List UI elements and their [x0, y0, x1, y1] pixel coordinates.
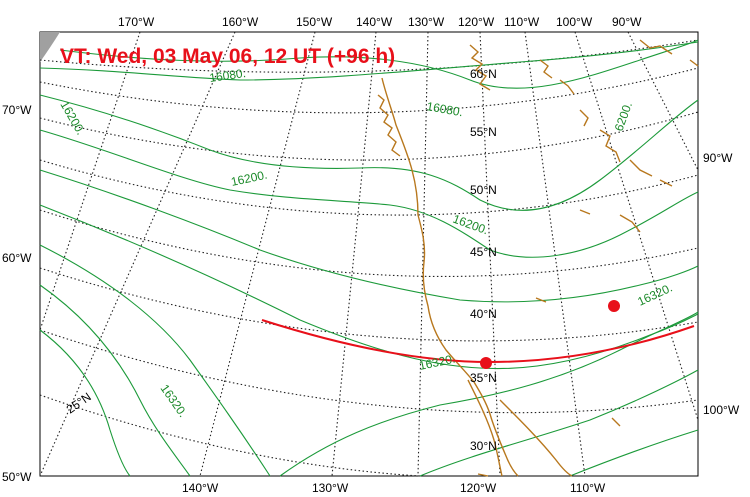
left-longitude-labels: 70°W 60°W 50°W	[2, 103, 32, 484]
track-point-1	[480, 357, 492, 369]
lon-label-left: 50°W	[2, 470, 32, 484]
contour-line	[39, 244, 271, 477]
contour-line	[39, 329, 131, 477]
lon-label-top: 110°W	[504, 15, 540, 29]
lon-line-90w	[627, 31, 699, 171]
lon-label-top: 160°W	[222, 15, 259, 29]
contour-line	[39, 284, 191, 477]
right-longitude-labels: 90°W 100°W	[703, 151, 740, 417]
lon-label-bottom: 140°W	[182, 481, 219, 495]
contour-line	[39, 129, 699, 258]
lon-line-150w	[199, 31, 316, 477]
lon-label-left: 70°W	[2, 103, 32, 117]
contour-line	[39, 94, 699, 211]
contour-line	[59, 39, 699, 89]
lon-label-top: 150°W	[296, 15, 333, 29]
lon-label-top: 120°W	[458, 15, 495, 29]
land-corner-patch	[40, 32, 60, 62]
coastline-east-lakes	[579, 209, 641, 233]
lat-line-25n	[39, 394, 421, 477]
lon-line-110w	[524, 31, 586, 477]
coastlines	[377, 39, 699, 477]
map-title: VT: Wed, 03 May 06, 12 UT (+96 h)	[60, 45, 395, 68]
lon-label-top: 100°W	[556, 15, 593, 29]
lat-label-55n: 55°N	[470, 125, 497, 139]
lon-line-160w	[39, 31, 236, 477]
lon-label-top: 170°W	[118, 15, 155, 29]
lon-label-right: 100°W	[703, 403, 740, 417]
lat-line-55n	[39, 67, 699, 114]
coastline-alaska-panhandle	[469, 44, 491, 91]
lon-label-top: 140°W	[356, 15, 393, 29]
height-contours	[39, 39, 699, 477]
contour-line	[279, 311, 699, 477]
lat-label-60n: 60°N	[470, 67, 497, 81]
coastline-baja	[467, 379, 503, 477]
lon-label-left: 60°W	[2, 251, 32, 265]
lon-label-bottom: 130°W	[312, 481, 349, 495]
lon-label-right: 90°W	[703, 151, 733, 165]
contour-label: 16080.	[425, 99, 464, 119]
lat-label-35n: 35°N	[470, 371, 497, 385]
lon-label-bottom: 120°W	[460, 481, 497, 495]
lon-label-top: 130°W	[408, 15, 445, 29]
coastline-great-lakes	[599, 129, 673, 187]
lat-label-30n: 30°N	[470, 439, 497, 453]
coastline-hudson	[639, 39, 699, 67]
coastline-north-lakes	[539, 59, 589, 127]
coastline-west-coast	[381, 77, 519, 477]
contour-line	[39, 169, 699, 303]
lat-label-40n: 40°N	[470, 307, 497, 321]
contour-line	[569, 429, 699, 477]
coastline-lake-bits	[477, 297, 621, 477]
longitude-lines	[39, 31, 699, 477]
lon-label-bottom: 110°W	[570, 481, 606, 495]
lat-label-50n: 50°N	[470, 183, 497, 197]
coastline-bc-islands	[377, 94, 401, 157]
contour-label: 16080.	[208, 66, 246, 85]
track-point-2	[608, 300, 620, 312]
top-longitude-labels: 170°W 160°W 150°W 140°W 130°W 120°W 110°…	[118, 15, 642, 29]
lon-label-top: 90°W	[612, 15, 642, 29]
lat-line-30n	[39, 329, 699, 414]
lat-line-60n	[39, 39, 699, 73]
lat-label-45n: 45°N	[470, 245, 497, 259]
lon-line-170w	[39, 31, 141, 331]
bottom-longitude-labels: 140°W 130°W 120°W 110°W	[182, 481, 606, 495]
contour-line	[419, 369, 699, 477]
contour-line	[39, 41, 699, 81]
map-frame	[39, 31, 699, 477]
coastline-gulf	[499, 399, 573, 477]
